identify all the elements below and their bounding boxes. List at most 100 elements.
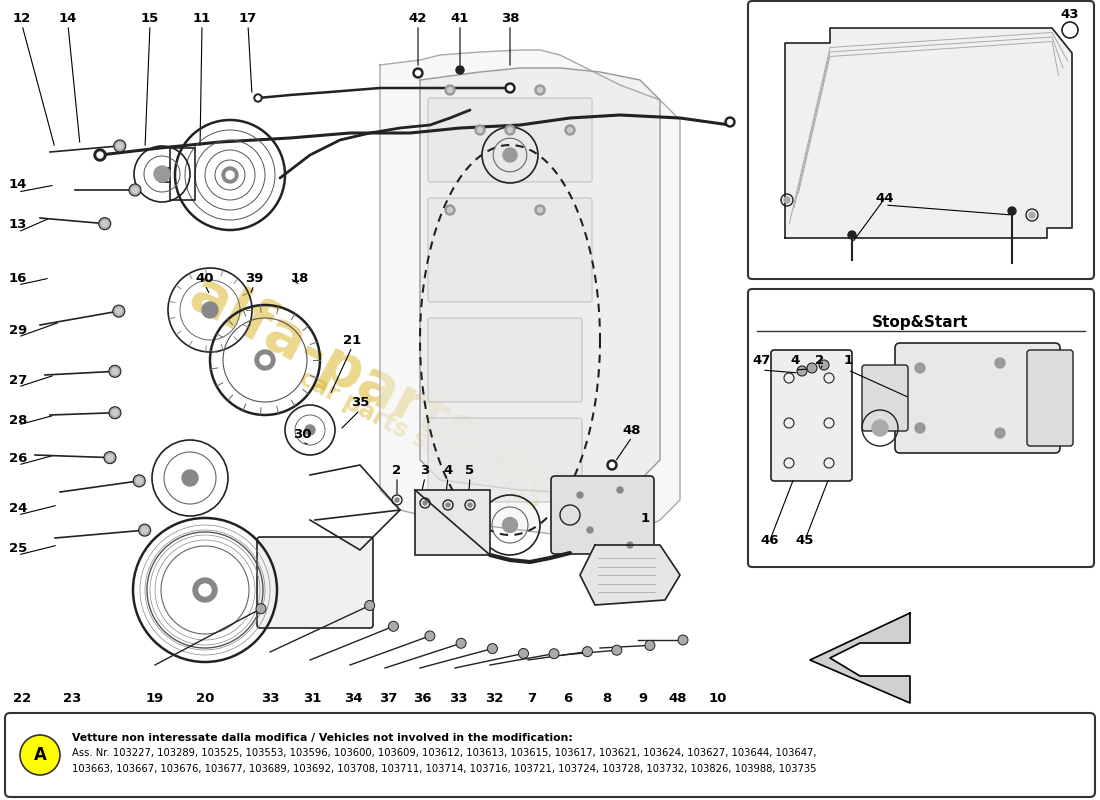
- Circle shape: [256, 96, 260, 100]
- Text: 36: 36: [412, 691, 431, 705]
- Text: 39: 39: [245, 271, 263, 285]
- FancyBboxPatch shape: [428, 198, 592, 302]
- Circle shape: [256, 604, 266, 614]
- Text: 23: 23: [63, 691, 81, 705]
- Circle shape: [645, 640, 654, 650]
- Circle shape: [102, 221, 108, 226]
- Circle shape: [104, 452, 116, 464]
- Circle shape: [142, 527, 147, 533]
- Circle shape: [503, 518, 517, 533]
- FancyBboxPatch shape: [428, 418, 582, 502]
- Circle shape: [94, 149, 106, 161]
- Circle shape: [113, 305, 124, 317]
- FancyBboxPatch shape: [428, 318, 582, 402]
- Text: 45: 45: [795, 534, 814, 546]
- Text: 48: 48: [669, 691, 688, 705]
- Text: 40: 40: [196, 271, 214, 285]
- Text: 17: 17: [239, 11, 257, 25]
- Circle shape: [582, 646, 593, 657]
- Text: 15: 15: [141, 11, 160, 25]
- Circle shape: [20, 735, 60, 775]
- Text: 20: 20: [196, 691, 214, 705]
- Circle shape: [139, 524, 151, 536]
- Circle shape: [117, 143, 123, 149]
- Text: Vetture non interessate dalla modifica / Vehicles not involved in the modificati: Vetture non interessate dalla modifica /…: [72, 733, 573, 743]
- Circle shape: [535, 205, 544, 215]
- Text: 2: 2: [393, 463, 402, 477]
- Circle shape: [456, 638, 466, 648]
- Circle shape: [222, 167, 238, 183]
- Circle shape: [305, 425, 315, 435]
- Circle shape: [848, 231, 856, 239]
- Circle shape: [255, 350, 275, 370]
- Text: 27: 27: [9, 374, 28, 386]
- Text: 14: 14: [9, 178, 28, 191]
- Polygon shape: [580, 545, 680, 605]
- Text: 44: 44: [876, 191, 894, 205]
- Text: 32: 32: [485, 691, 503, 705]
- Circle shape: [260, 355, 270, 365]
- Circle shape: [549, 649, 559, 658]
- Text: 3: 3: [420, 463, 430, 477]
- Circle shape: [538, 87, 542, 93]
- Circle shape: [678, 635, 688, 645]
- Polygon shape: [810, 613, 910, 703]
- Text: 18: 18: [290, 271, 309, 285]
- Polygon shape: [379, 50, 680, 535]
- Circle shape: [487, 643, 497, 654]
- Circle shape: [468, 503, 472, 507]
- Circle shape: [97, 152, 103, 158]
- Circle shape: [448, 207, 452, 213]
- Circle shape: [446, 205, 455, 215]
- Circle shape: [612, 646, 621, 655]
- Circle shape: [518, 649, 528, 658]
- Text: 5: 5: [465, 463, 474, 477]
- Circle shape: [798, 366, 807, 376]
- Circle shape: [477, 127, 483, 133]
- Polygon shape: [420, 68, 660, 492]
- Circle shape: [535, 85, 544, 95]
- Circle shape: [807, 363, 817, 373]
- Circle shape: [192, 578, 217, 602]
- Circle shape: [424, 501, 427, 505]
- Text: 26: 26: [9, 451, 28, 465]
- Text: Ass. Nr. 103227, 103289, 103525, 103553, 103596, 103600, 103609, 103612, 103613,: Ass. Nr. 103227, 103289, 103525, 103553,…: [72, 748, 816, 758]
- Circle shape: [182, 470, 198, 486]
- Circle shape: [507, 127, 513, 133]
- FancyBboxPatch shape: [748, 1, 1094, 279]
- Text: 37: 37: [378, 691, 397, 705]
- Text: 14: 14: [58, 11, 77, 25]
- Circle shape: [99, 218, 111, 230]
- Circle shape: [112, 410, 118, 416]
- Text: 21: 21: [343, 334, 361, 346]
- Circle shape: [727, 119, 733, 125]
- Circle shape: [425, 631, 435, 641]
- Text: 35: 35: [351, 397, 370, 410]
- Text: 46: 46: [761, 534, 779, 546]
- Circle shape: [107, 454, 113, 461]
- Text: 24: 24: [9, 502, 28, 514]
- Text: car parts since 1985: car parts since 1985: [295, 366, 546, 514]
- FancyBboxPatch shape: [862, 365, 907, 431]
- Circle shape: [109, 366, 121, 378]
- Text: 42: 42: [409, 11, 427, 25]
- Text: 41: 41: [451, 11, 470, 25]
- Text: 31: 31: [302, 691, 321, 705]
- Circle shape: [113, 140, 125, 152]
- Text: A: A: [34, 746, 46, 764]
- Text: alfa-parts.eu: alfa-parts.eu: [179, 266, 581, 514]
- Text: 30: 30: [293, 429, 311, 442]
- Text: 22: 22: [13, 691, 31, 705]
- Circle shape: [996, 428, 1005, 438]
- Text: 8: 8: [603, 691, 612, 705]
- Circle shape: [538, 207, 542, 213]
- Text: 19: 19: [146, 691, 164, 705]
- Circle shape: [617, 487, 623, 493]
- Text: 2: 2: [815, 354, 825, 366]
- Text: 12: 12: [13, 11, 31, 25]
- Circle shape: [129, 184, 141, 196]
- Circle shape: [446, 85, 455, 95]
- Text: 29: 29: [9, 323, 28, 337]
- Text: 48: 48: [623, 423, 641, 437]
- Circle shape: [578, 492, 583, 498]
